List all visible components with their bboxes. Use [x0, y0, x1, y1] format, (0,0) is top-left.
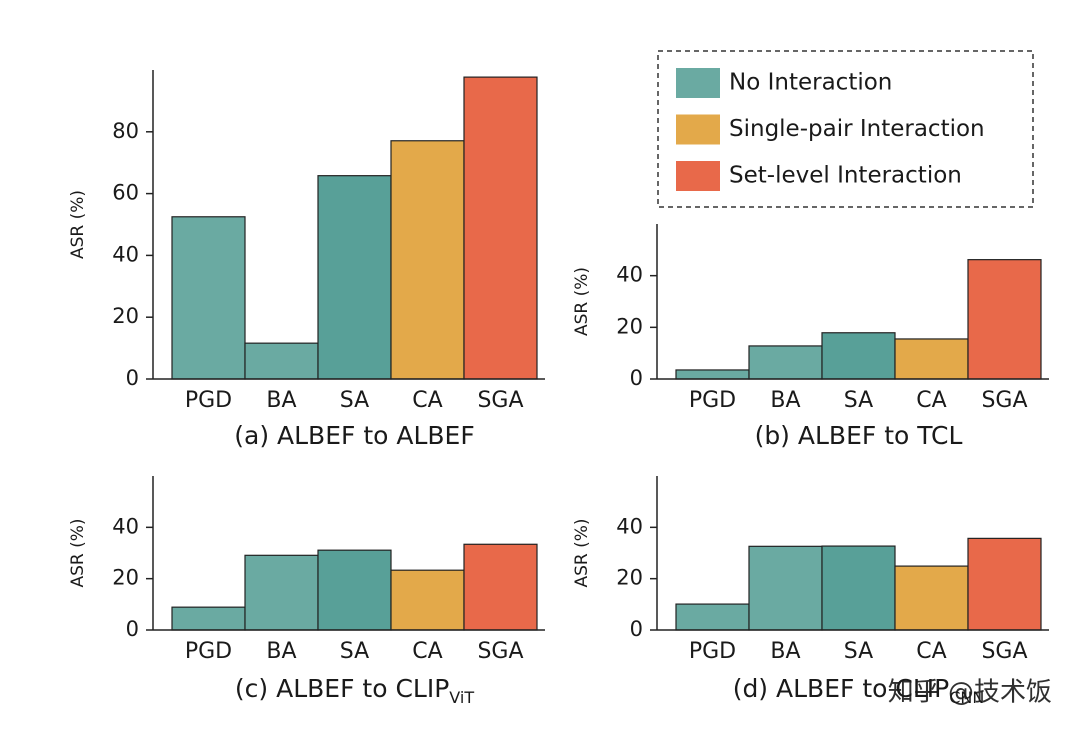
title-text: (a) ALBEF to ALBEF — [234, 421, 474, 450]
y-axis-label: ASR (%) — [572, 518, 592, 587]
bar — [894, 338, 969, 380]
title-text: (d) ALBEF to CLIP — [733, 674, 950, 703]
bar — [317, 549, 392, 631]
x-tick-label: SGA — [981, 639, 1027, 664]
x-tick-label: PGD — [689, 388, 736, 413]
bar — [244, 554, 319, 631]
y-tick-label: 40 — [616, 514, 643, 538]
bar — [821, 545, 896, 631]
bar — [390, 140, 465, 380]
y-tick-label: 40 — [112, 514, 139, 538]
y-tick-label: 40 — [616, 263, 643, 287]
y-tick-label: 0 — [630, 366, 643, 390]
x-tick-label: BA — [266, 388, 296, 413]
title-text: (c) ALBEF to CLIP — [235, 674, 449, 703]
x-tick-label: BA — [770, 388, 800, 413]
x-tick-label: SGA — [477, 639, 523, 664]
y-tick-label: 0 — [630, 617, 643, 641]
y-tick-label: 80 — [112, 119, 139, 143]
y-tick-label: 20 — [112, 304, 139, 328]
bar — [317, 175, 392, 380]
legend-box — [657, 50, 1034, 208]
bar — [894, 565, 969, 631]
bar — [748, 345, 823, 380]
x-tick-label: SA — [340, 388, 369, 413]
legend-swatch — [676, 68, 720, 98]
x-tick-label: SA — [844, 639, 873, 664]
x-tick-label: PGD — [185, 639, 232, 664]
legend-swatch — [676, 161, 720, 191]
legend-label: Set-level Interaction — [729, 163, 962, 189]
bar — [675, 603, 750, 631]
y-tick-label: 20 — [616, 566, 643, 590]
x-tick-label: CA — [916, 639, 946, 664]
x-tick-label: PGD — [185, 388, 232, 413]
legend-label: Single-pair Interaction — [729, 116, 985, 142]
x-tick-label: CA — [412, 388, 442, 413]
bar — [821, 332, 896, 380]
x-tick-label: CA — [916, 388, 946, 413]
y-tick-label: 20 — [616, 314, 643, 338]
title-subscript: ViT — [449, 688, 474, 707]
bar — [463, 543, 538, 631]
x-tick-label: PGD — [689, 639, 736, 664]
bar — [967, 537, 1042, 631]
title-text: (b) ALBEF to TCL — [755, 421, 963, 450]
x-tick-label: BA — [266, 639, 296, 664]
y-tick-label: 20 — [112, 566, 139, 590]
x-tick-label: SGA — [981, 388, 1027, 413]
x-tick-label: SA — [844, 388, 873, 413]
watermark: 知乎 @技术饭 — [888, 678, 1052, 708]
chart-title: (d) ALBEF to CLIPCNN — [733, 674, 985, 707]
x-tick-label: SGA — [477, 388, 523, 413]
y-tick-label: 40 — [112, 242, 139, 266]
bar — [748, 545, 823, 631]
bar — [967, 259, 1042, 380]
chart-title: (c) ALBEF to CLIPViT — [235, 674, 474, 707]
y-axis-label: ASR (%) — [68, 190, 88, 259]
chart-title: (b) ALBEF to TCL — [755, 421, 963, 450]
x-tick-label: SA — [340, 639, 369, 664]
bar — [244, 342, 319, 380]
y-tick-label: 0 — [126, 366, 139, 390]
bar — [171, 216, 246, 380]
bar — [171, 606, 246, 631]
y-axis-label: ASR (%) — [572, 267, 592, 336]
title-subscript: CNN — [949, 688, 984, 707]
bar — [390, 569, 465, 631]
x-tick-label: BA — [770, 639, 800, 664]
legend-swatch — [676, 114, 720, 145]
bar — [675, 369, 750, 380]
legend-label: No Interaction — [729, 70, 892, 96]
y-tick-label: 0 — [126, 617, 139, 641]
chart-title: (a) ALBEF to ALBEF — [234, 421, 474, 450]
y-tick-label: 60 — [112, 181, 139, 205]
x-tick-label: CA — [412, 639, 442, 664]
y-axis-label: ASR (%) — [68, 518, 88, 587]
bar — [463, 76, 538, 380]
